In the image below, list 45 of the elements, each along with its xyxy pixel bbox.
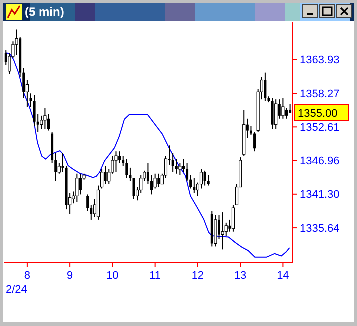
candlestick (146, 162, 150, 185)
candlestick (178, 162, 182, 176)
candlestick (114, 151, 118, 173)
candlestick (172, 152, 174, 173)
chart-title: (5 min) (25, 5, 64, 19)
candlestick (204, 170, 206, 186)
candlestick (118, 151, 122, 164)
x-tick-label: 8 (24, 270, 31, 282)
candlestick (214, 215, 218, 248)
candlestick (76, 173, 79, 203)
candlestick (254, 132, 256, 152)
candlestick (62, 152, 64, 173)
candlestick (132, 178, 136, 200)
candlestick (104, 166, 107, 185)
candlestick (79, 173, 82, 196)
candlestick (221, 212, 224, 250)
annotation: 1355.00 (298, 108, 338, 120)
x-tick-label: 12 (192, 270, 204, 282)
x-tick-label: 13 (234, 270, 247, 282)
y-tick-label: 1352.61 (300, 122, 340, 134)
y-tick-label: 1346.96 (300, 156, 340, 168)
x-tick-label: 14 (277, 270, 290, 282)
y-tick-label: 1358.27 (300, 88, 340, 100)
x-tick-label: 9 (67, 270, 74, 282)
candlestick (282, 98, 285, 120)
candlestick (271, 98, 274, 130)
candlestick (158, 173, 160, 188)
y-tick-label: 1341.30 (300, 189, 340, 202)
candlestick (182, 158, 185, 173)
y-tick-label: 1335.64 (300, 222, 340, 235)
candlestick (48, 114, 50, 132)
candlestick (150, 174, 154, 196)
candlestick (86, 194, 90, 212)
candlestick (44, 108, 47, 130)
text: 2/24 (6, 284, 28, 296)
candlestick (126, 158, 128, 179)
candlestick (218, 215, 221, 240)
candlestick (274, 99, 278, 130)
candlestick (207, 174, 210, 186)
candlestick (175, 158, 178, 174)
x-tick-label: 10 (106, 270, 119, 282)
candlestick (264, 72, 267, 102)
candlestick (285, 108, 288, 120)
x-tick-label: 11 (150, 270, 162, 282)
y-tick-label: 1363.93 (300, 54, 340, 67)
